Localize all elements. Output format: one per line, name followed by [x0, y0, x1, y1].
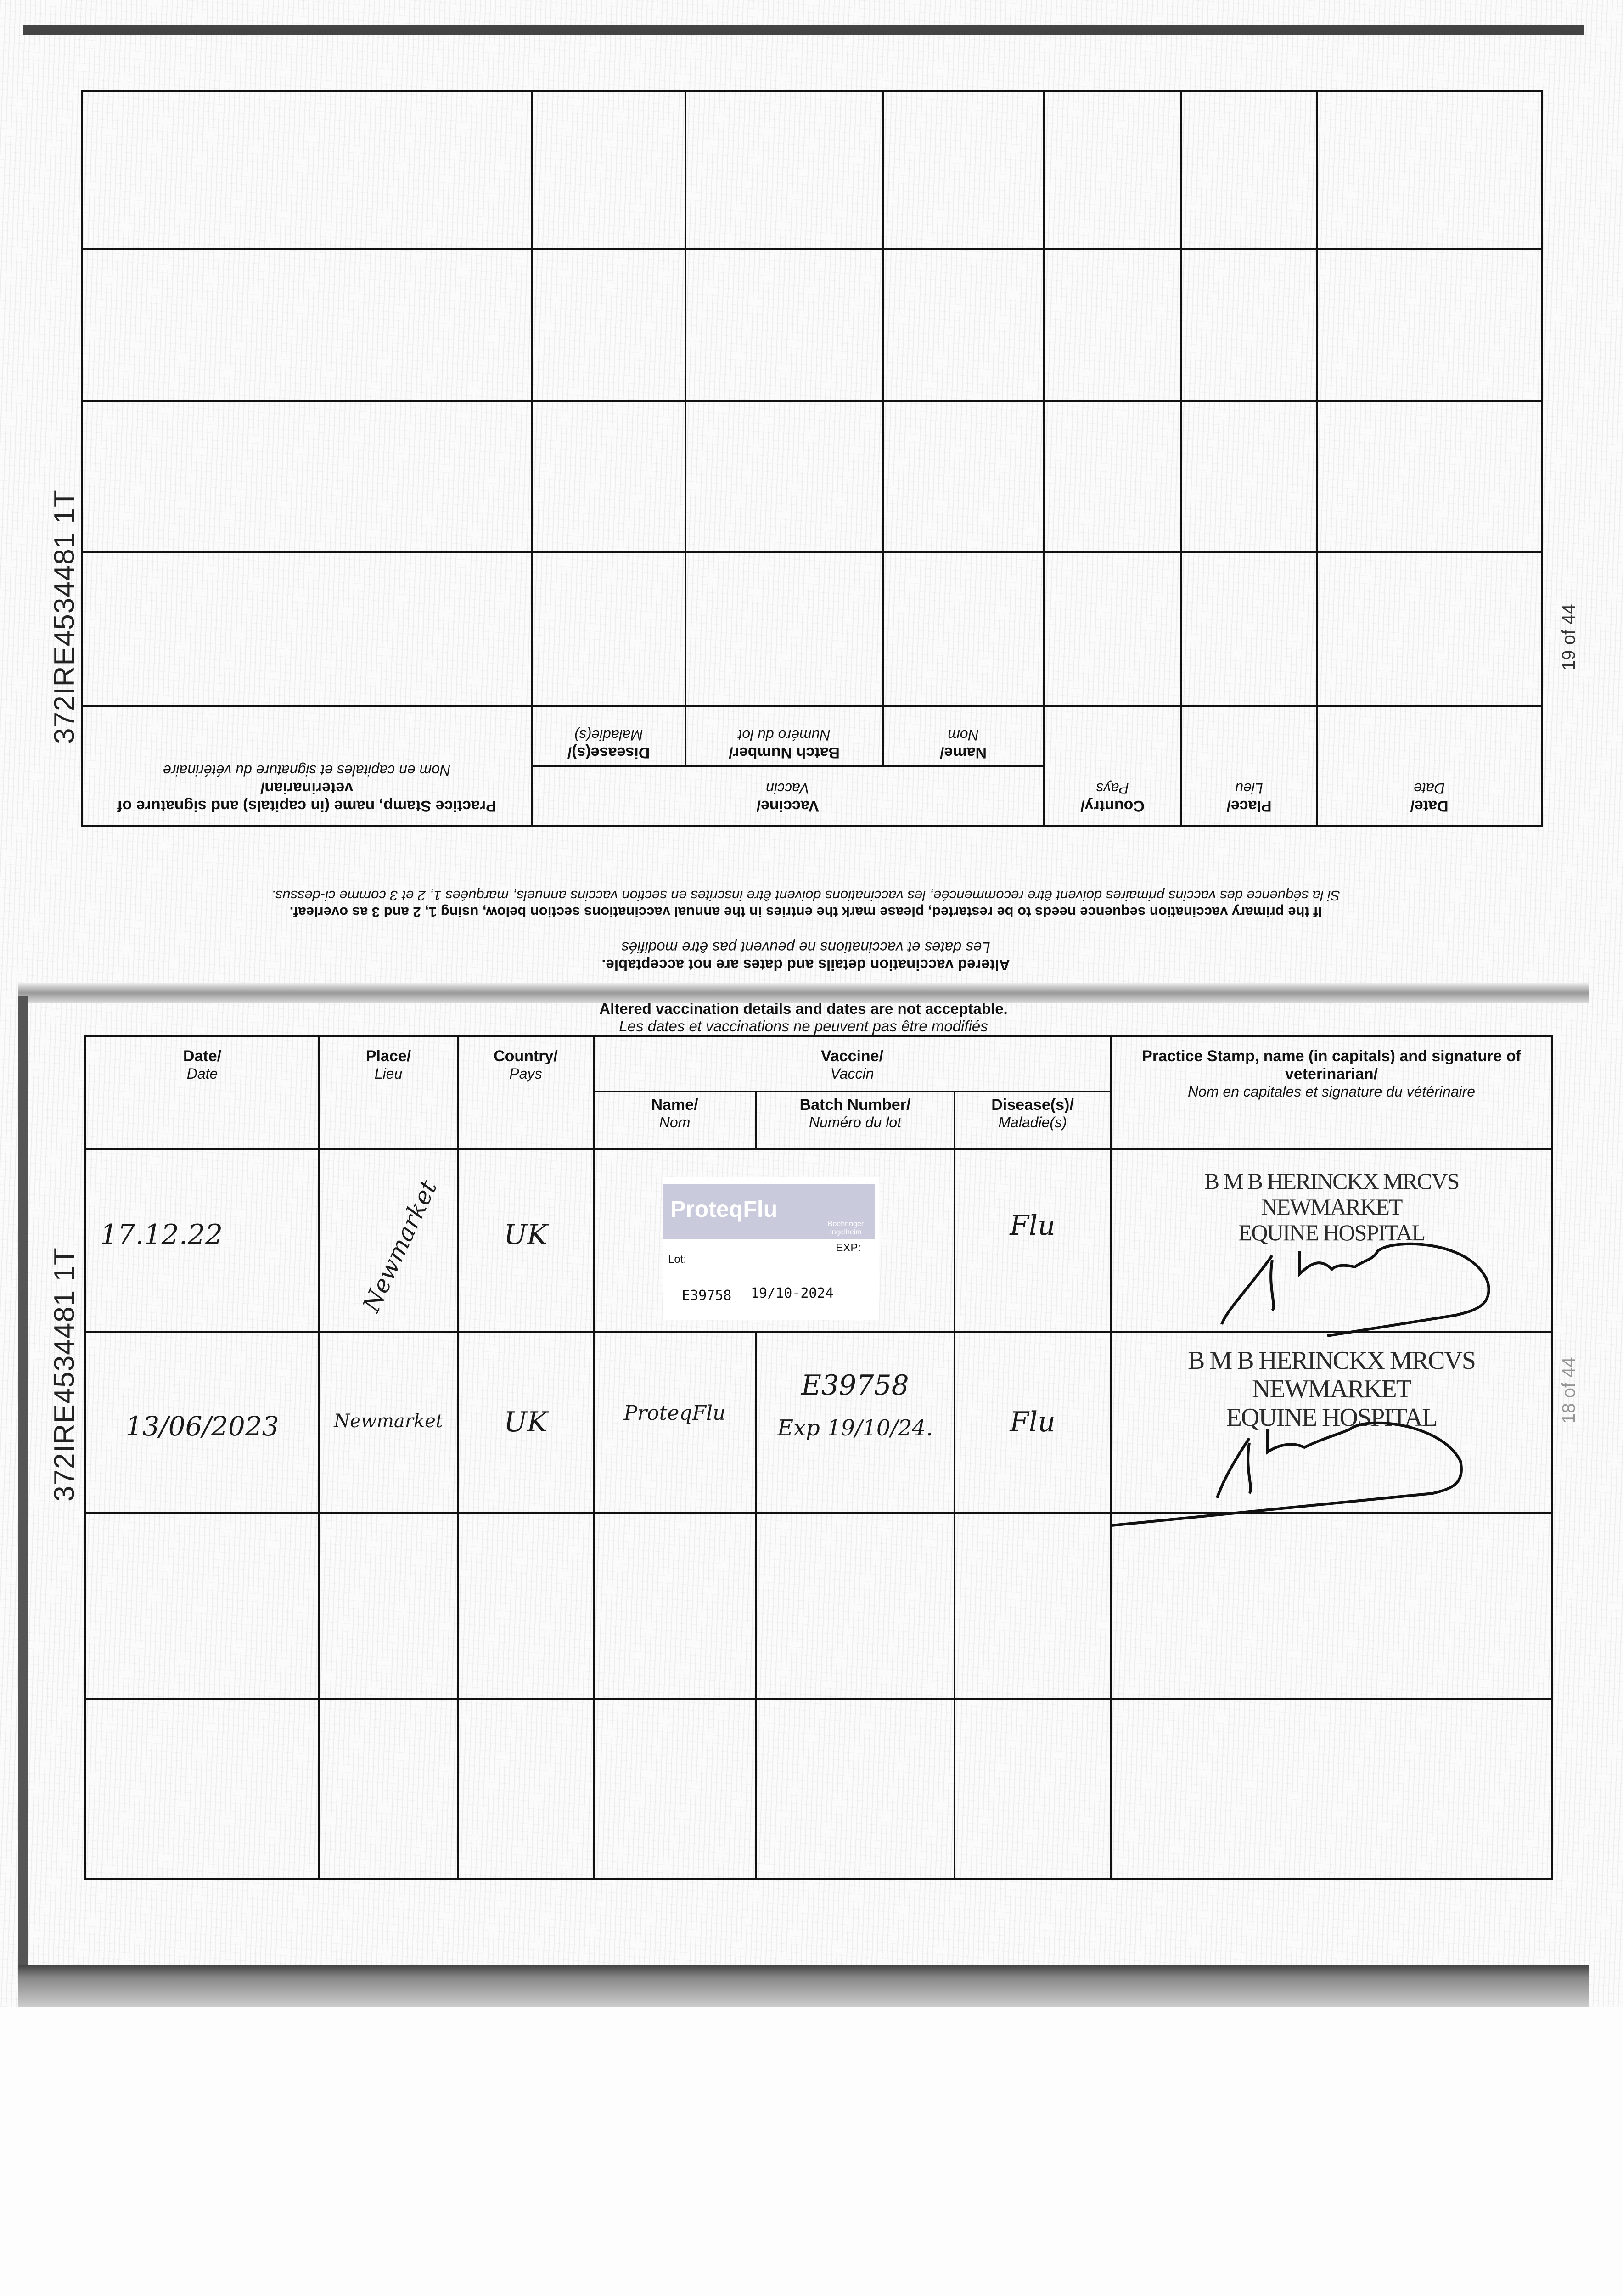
header-country: Country/Pays — [457, 1035, 595, 1150]
entry-country: UK — [457, 1148, 595, 1333]
header-vaccine: Vaccine/Vaccin — [593, 1035, 1112, 1092]
blank-margin — [0, 2007, 1623, 2296]
page-fold — [18, 983, 1589, 1003]
lower-notice: Altered vaccination details and dates ar… — [413, 1000, 1194, 1035]
header-date: Date/Date — [84, 1035, 320, 1150]
restart-notice-fr: Si la séquence des vaccins primaires doi… — [271, 888, 1340, 904]
entry-stamp: B M B HERINCKX MRCVS NEWMARKET EQUINE HOSP… — [1110, 1148, 1553, 1337]
altered-notice-fr: Les dates et vaccinations ne peuvent pas… — [621, 939, 990, 956]
sticker-exp-label: EXP: — [836, 1242, 861, 1254]
table-row: 13/06/2023 Newmarket UK ProteqFlu E39758… — [84, 1331, 1553, 1527]
header-country: Country/Pays — [1044, 706, 1181, 826]
entry-stamp: B M B HERINCKX MRCVS NEWMARKET EQUINE HOSP… — [1110, 1331, 1553, 1527]
upper-notice: Altered vaccination details and dates ar… — [69, 887, 1543, 974]
header-batch: Batch Number/Numéro du lot — [685, 706, 883, 766]
entry-disease: Flu — [954, 1331, 1112, 1514]
lower-vaccination-table: Date/Date Place/Lieu Country/Pays Vaccin… — [84, 1035, 1553, 1880]
vet-stamp: B M B HERINCKX MRCVS NEWMARKET EQUINE HOSP… — [1204, 1168, 1460, 1245]
proteqflu-sticker: ProteqFlu Boehringer Ingelheim Lot: EXP:… — [663, 1177, 879, 1320]
page-number-upper: 19 of 44 — [1559, 604, 1579, 670]
table-row: 17.12.22 Newmarket UK ProteqFlu Boehring… — [84, 1148, 1553, 1337]
sticker-maker: Boehringer Ingelheim — [827, 1220, 864, 1236]
altered-notice-fr: Les dates et vaccinations ne peuvent pas… — [619, 1018, 988, 1035]
entry-name: ProteqFlu — [593, 1331, 757, 1514]
vet-stamp: B M B HERINCKX MRCVS NEWMARKET EQUINE HOSP… — [1188, 1346, 1476, 1432]
table-row-empty — [82, 91, 1542, 249]
header-batch: Batch Number/Numéro du lot — [755, 1091, 955, 1150]
vet-signature — [1220, 1242, 1490, 1337]
top-scan-edge — [23, 25, 1584, 35]
header-practice: Practice Stamp, name (in capitals) and s… — [1110, 1035, 1553, 1150]
header-name: Name/Nom — [883, 706, 1044, 766]
entry-place: Newmarket — [318, 1148, 459, 1333]
vaccine-sticker-cell: ProteqFlu Boehringer Ingelheim Lot: EXP:… — [593, 1148, 955, 1333]
sticker-brand: ProteqFlu — [670, 1196, 778, 1222]
header-vaccine: Vaccine/Vaccin — [532, 766, 1044, 826]
entry-place: Newmarket — [318, 1331, 459, 1514]
header-disease: Disease(s)/Maladie(s) — [532, 706, 685, 766]
table-row-empty — [82, 552, 1542, 706]
header-disease: Disease(s)/Maladie(s) — [954, 1091, 1112, 1150]
table-row-empty — [84, 1512, 1553, 1700]
vet-signature — [1112, 1421, 1463, 1527]
page-number-lower: 18 of 44 — [1559, 1357, 1579, 1424]
entry-batch: E39758 Exp 19/10/24. — [755, 1331, 955, 1514]
sticker-lot: E39758 — [682, 1288, 732, 1304]
header-place: Place/Lieu — [318, 1035, 459, 1150]
header-place: Place/Lieu — [1181, 706, 1317, 826]
upper-vaccination-table: Date/Date Place/Lieu Country/Pays Vaccin… — [81, 90, 1543, 827]
sticker-exp: 19/10-2024 — [751, 1285, 834, 1301]
header-name: Name/Nom — [593, 1091, 757, 1150]
table-row-empty — [84, 1698, 1553, 1880]
entry-date: 13/06/2023 — [84, 1331, 320, 1514]
header-date: Date/Date — [1317, 706, 1542, 826]
sticker-lot-label: Lot: — [668, 1253, 687, 1266]
entry-date: 17.12.22 — [84, 1148, 320, 1333]
bottom-scan-edge — [18, 1965, 1589, 2007]
altered-notice-en: Altered vaccination details and dates ar… — [601, 957, 1010, 974]
restart-notice-en: If the primary vaccination sequence need… — [289, 904, 1322, 920]
upper-page: Altered vaccination details and dates ar… — [69, 90, 1543, 978]
entry-disease: Flu — [954, 1148, 1112, 1333]
document-id-lower: 372IRE4534481 1T — [49, 1247, 80, 1502]
header-practice: Practice Stamp, name (in capitals) and s… — [82, 706, 532, 826]
sticker-brand-panel: ProteqFlu Boehringer Ingelheim — [663, 1184, 875, 1239]
entry-country: UK — [457, 1331, 595, 1514]
left-scan-edge — [18, 996, 28, 1975]
table-row-empty — [82, 249, 1542, 401]
altered-notice-en: Altered vaccination details and dates ar… — [599, 1000, 1008, 1017]
table-row-empty — [82, 401, 1542, 552]
